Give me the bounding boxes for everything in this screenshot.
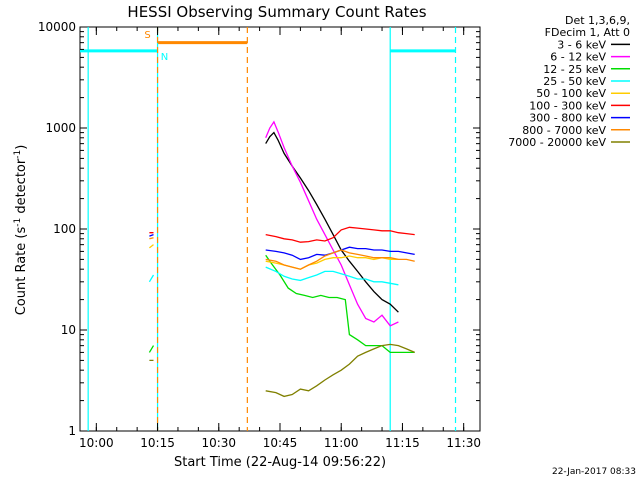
y-axis-label: Count Rate (s-1 detector-1): [13, 145, 29, 316]
legend-label-2: 12 - 25 keV: [543, 63, 606, 76]
y-tick-label-3: 1000: [45, 121, 76, 135]
series-line-2: [148, 254, 415, 354]
legend-header-0: Det 1,3,6,9,: [565, 14, 630, 27]
series-line-1: [265, 120, 399, 327]
series-line-3: [148, 266, 399, 286]
x-tick-label-3: 10:45: [263, 436, 298, 450]
y-tick-label-4: 10000: [38, 20, 76, 34]
y-tick-label-1: 10: [61, 323, 76, 337]
legend-label-0: 3 - 6 keV: [557, 38, 606, 51]
series-line-0: [265, 131, 399, 313]
chart-title: HESSI Observing Summary Count Rates: [127, 3, 426, 21]
legend-label-1: 6 - 12 keV: [550, 51, 606, 64]
plot-area: [79, 26, 481, 432]
y-tick-label-0: 1: [68, 424, 76, 438]
legend-label-4: 50 - 100 keV: [536, 87, 606, 100]
x-tick-label-1: 10:15: [140, 436, 175, 450]
legend-label-7: 800 - 7000 keV: [522, 124, 606, 137]
legend-label-8: 7000 - 20000 keV: [508, 136, 606, 149]
series-line-5: [149, 226, 415, 243]
x-tick-label-2: 10:30: [201, 436, 236, 450]
legend-label-5: 100 - 300 keV: [529, 99, 606, 112]
x-tick-label-0: 10:00: [79, 436, 114, 450]
legend-label-6: 300 - 800 keV: [529, 112, 606, 125]
x-tick-label-6: 11:30: [446, 436, 481, 450]
axes: 1 10 100 1000 10000 10:00 10:15 10:30 10:45 11:00…: [38, 20, 481, 450]
bar-label-N: N: [161, 52, 168, 63]
y-tick-label-2: 100: [53, 222, 76, 236]
x-axis-label: Start Time (22-Aug-14 09:56:22): [174, 455, 386, 470]
bar-label-S: S: [144, 30, 150, 41]
status-bars: SN: [80, 30, 456, 63]
marker-lines: [87, 27, 457, 431]
x-tick-label-4: 11:00: [324, 436, 359, 450]
series-line-7: [149, 237, 415, 270]
svg-text:Count Rate (s-1 detector-1): Count Rate (s-1 detector-1): [13, 145, 29, 316]
x-tick-label-5: 11:15: [385, 436, 420, 450]
series-lines: [148, 120, 415, 398]
series-line-8: [149, 343, 415, 398]
legend-header-1: FDecim 1, Att 0: [545, 26, 630, 39]
plot-frame: [79, 26, 481, 432]
footer-timestamp: 22-Jan-2017 08:33: [552, 467, 636, 477]
legend-label-3: 25 - 50 keV: [543, 75, 606, 88]
